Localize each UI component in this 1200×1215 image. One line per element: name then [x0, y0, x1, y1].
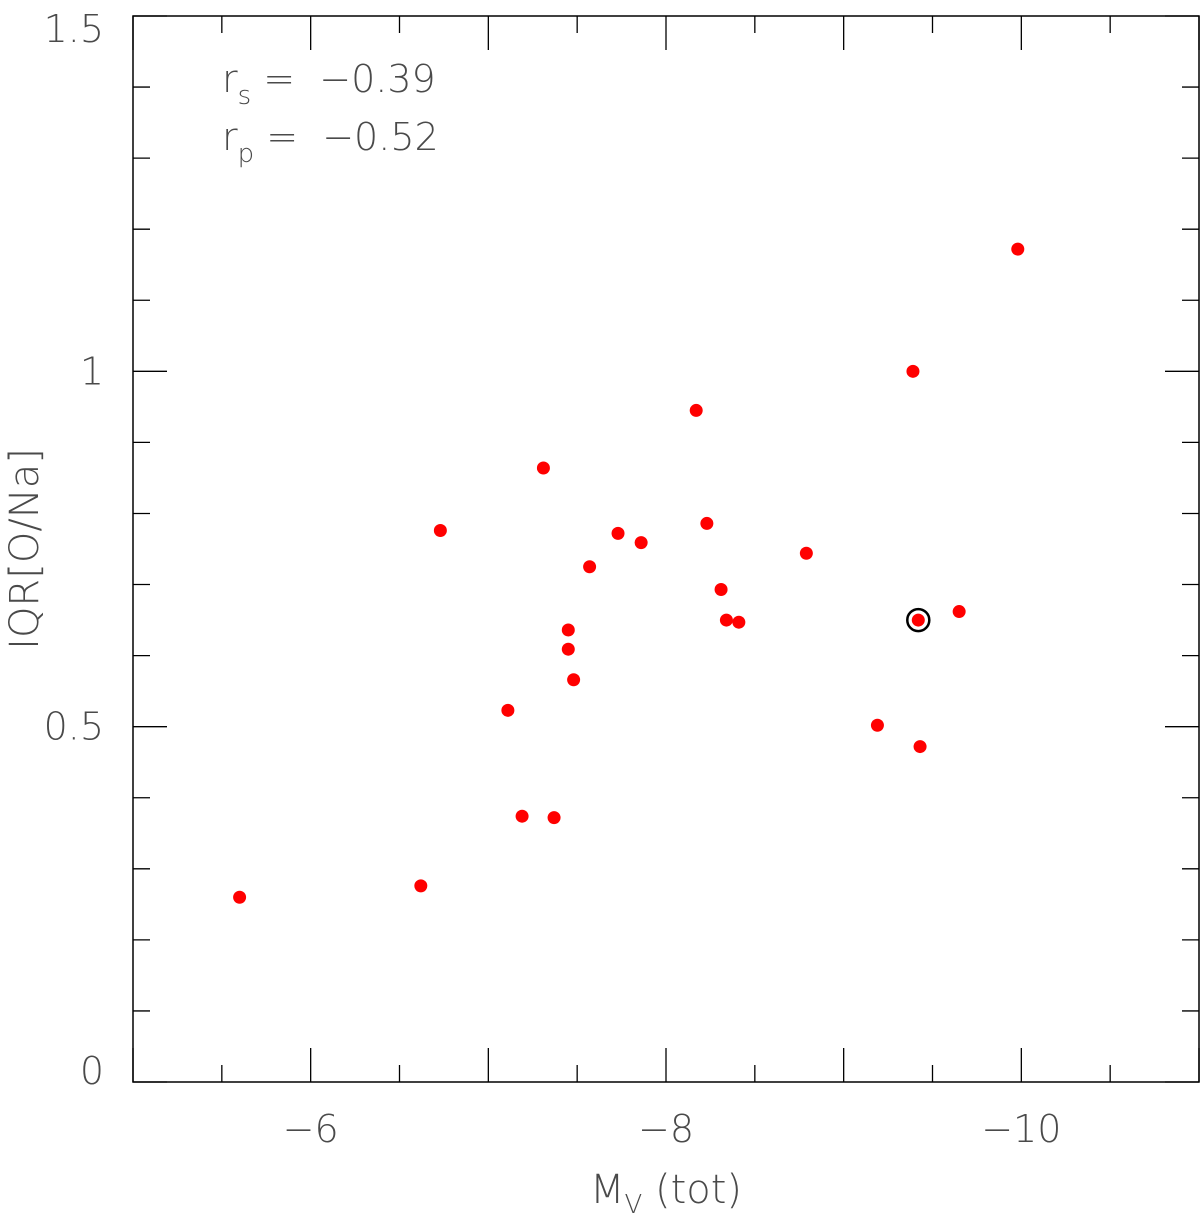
x-axis-label: MV (tot): [590, 1167, 742, 1215]
data-point: [634, 536, 648, 550]
data-point: [732, 615, 746, 629]
data-point: [414, 879, 428, 893]
data-point: [1011, 242, 1025, 256]
y-tick-label: 1: [80, 349, 104, 393]
axis-ticks: [132, 15, 1200, 1083]
data-point: [547, 811, 561, 825]
data-point: [700, 516, 714, 530]
y-tick-label: 0.5: [44, 705, 104, 749]
data-point: [714, 583, 728, 597]
annotation-rp: rp = −0.52: [222, 115, 439, 169]
data-point: [611, 526, 625, 540]
data-point: [719, 613, 733, 627]
data-point: [561, 623, 575, 637]
data-point: [799, 546, 813, 560]
plot-frame: [132, 15, 1200, 1083]
data-point: [515, 809, 529, 823]
data-point: [433, 524, 447, 538]
data-point: [233, 890, 247, 904]
data-point: [906, 364, 920, 378]
data-points: [233, 242, 1025, 904]
x-tick-label: −10: [981, 1107, 1061, 1151]
data-point: [689, 403, 703, 417]
data-point: [536, 461, 550, 475]
axis-tick-labels: −6 −8 −10 0 0.5 1 1.5: [44, 7, 1062, 1151]
data-point: [913, 740, 927, 754]
data-point: [583, 560, 597, 574]
y-axis-label: IQR[O/Na]: [2, 448, 48, 650]
x-tick-label: −8: [638, 1107, 694, 1151]
highlight-marker: [906, 607, 931, 633]
highlight-ring: [906, 607, 931, 633]
data-point: [911, 613, 925, 627]
y-tick-label: 0: [80, 1049, 104, 1093]
y-tick-label: 1.5: [44, 7, 104, 51]
data-point: [561, 642, 575, 656]
data-point: [870, 718, 884, 732]
data-point: [501, 703, 515, 717]
data-point: [567, 673, 581, 687]
annotation-rs: rs = −0.39: [222, 57, 436, 111]
x-tick-label: −6: [283, 1107, 339, 1151]
data-point: [952, 605, 966, 619]
